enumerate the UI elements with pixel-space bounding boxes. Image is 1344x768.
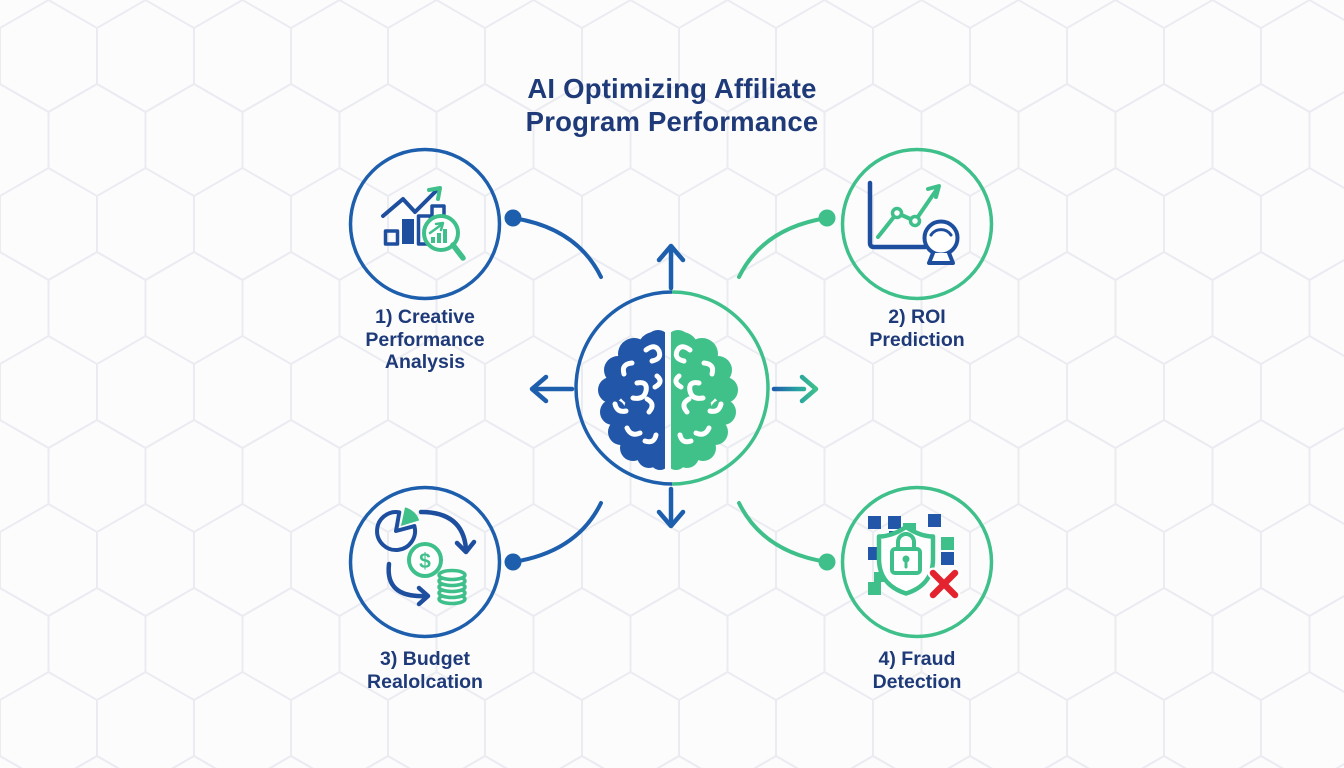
- arrow-up-icon: [656, 243, 686, 291]
- page-title: AI Optimizing Affiliate Program Performa…: [0, 72, 1344, 138]
- node-circle-fraud-detection: [840, 485, 994, 639]
- pie-chart-money-cycle-icon: $: [375, 507, 477, 607]
- page-title-line1: AI Optimizing Affiliate: [527, 73, 817, 104]
- arrow-right-icon: [771, 374, 819, 404]
- node-label-budget-reallocation: 3) Budget Realolcation: [367, 648, 483, 693]
- node-circle-creative-performance: [348, 147, 502, 301]
- node-circle-roi-prediction: [840, 147, 994, 301]
- connector-top-right: [737, 209, 836, 279]
- connector-bottom-left: [504, 501, 603, 571]
- node-label-roi-prediction: 2) ROI Prediction: [869, 306, 965, 351]
- arrow-left-icon: [529, 374, 575, 404]
- center-circle: [574, 290, 770, 486]
- bar-chart-magnifier-icon: [381, 186, 466, 261]
- page-title-line2: Program Performance: [525, 106, 819, 137]
- node-circle-budget-reallocation: [348, 485, 502, 639]
- node-label-creative-performance: 1) Creative Performance Analysis: [365, 306, 485, 373]
- lock-icon: [890, 532, 922, 575]
- connector-top-left: [504, 209, 603, 279]
- forecast-crystal-ball-icon: [867, 180, 960, 265]
- node-label-fraud-detection: 4) Fraud Detection: [872, 648, 962, 693]
- shield-lock-fraud-icon: [868, 514, 961, 601]
- connector-bottom-right: [737, 501, 836, 571]
- arrow-down-icon: [656, 486, 686, 529]
- fraud-x-icon: [927, 567, 961, 601]
- dollar-sign: $: [419, 550, 431, 573]
